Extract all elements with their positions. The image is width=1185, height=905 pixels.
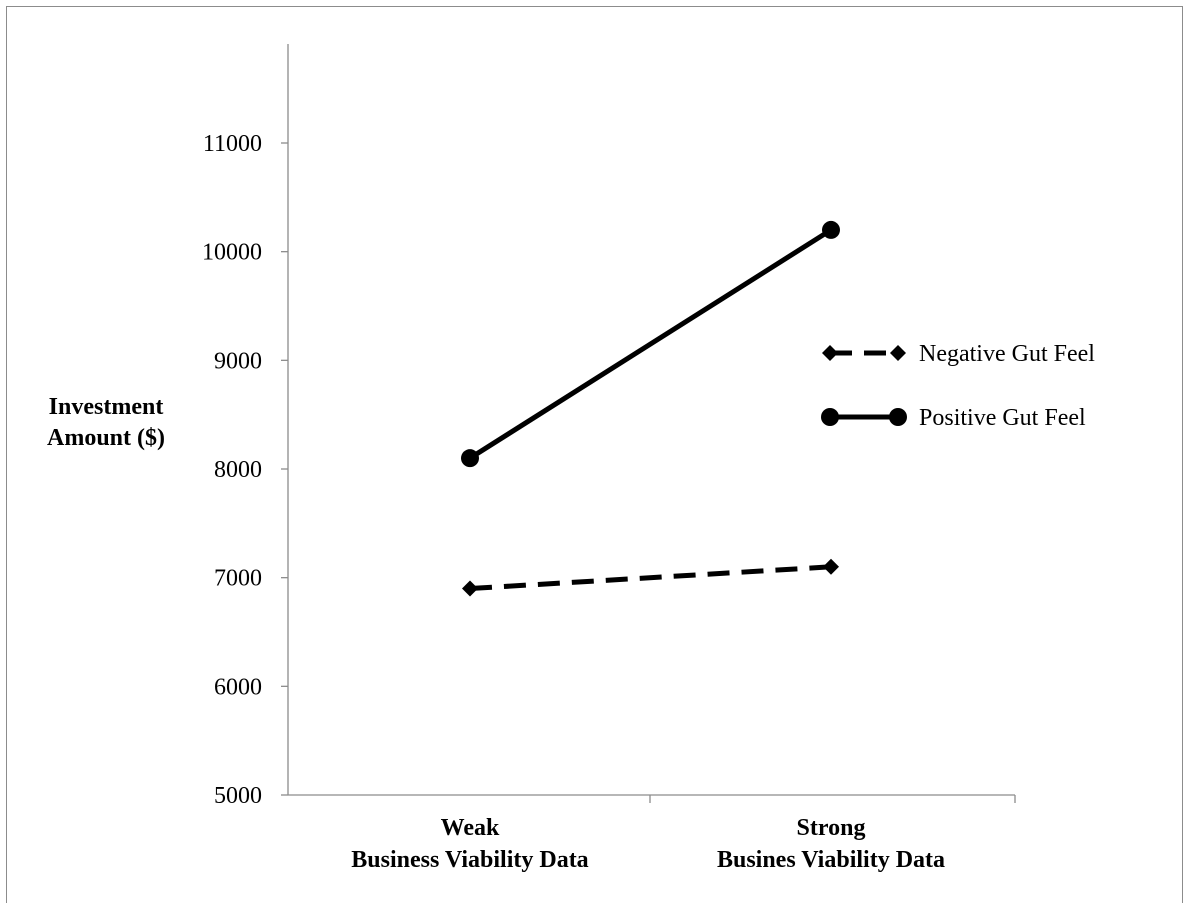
y-tick-label: 6000 — [214, 674, 262, 700]
x-category-label: Strong — [797, 815, 866, 841]
x-category-labels: Weak Business Viability Data Strong Busines… — [351, 815, 945, 873]
y-axis-title: Investment Amount ($) — [47, 394, 165, 451]
legend-marker — [889, 408, 907, 426]
y-axis-title-line: Amount ($) — [47, 425, 165, 451]
y-tick-label: 5000 — [214, 783, 262, 809]
legend-marker — [890, 345, 906, 361]
x-category-label: Weak — [441, 815, 500, 841]
chart-frame — [6, 6, 1183, 903]
legend-marker — [822, 345, 838, 361]
y-tick-label: 10000 — [202, 240, 262, 266]
y-tick-label: 8000 — [214, 457, 262, 483]
data-point — [822, 220, 840, 239]
chart-axes — [281, 44, 1016, 803]
series-group — [461, 220, 840, 597]
series-line — [468, 227, 833, 461]
x-category-label: Business Viability Data — [351, 847, 588, 873]
y-tick-label: 9000 — [214, 348, 262, 374]
legend-marker — [821, 408, 839, 426]
data-point — [461, 449, 479, 468]
data-point — [462, 580, 478, 597]
x-category-label: Busines Viability Data — [717, 847, 945, 873]
y-axis-title-line: Investment — [49, 394, 164, 420]
legend: Negative Gut Feel Positive Gut Feel — [821, 341, 1095, 431]
series-line — [469, 564, 832, 592]
data-point — [823, 558, 839, 575]
y-tick-label: 7000 — [214, 566, 262, 592]
legend-label: Negative Gut Feel — [919, 341, 1095, 367]
y-tick-label: 11000 — [203, 131, 262, 157]
y-tick-labels: 5000 6000 7000 8000 9000 10000 11000 — [202, 131, 262, 809]
legend-label: Positive Gut Feel — [919, 405, 1086, 431]
